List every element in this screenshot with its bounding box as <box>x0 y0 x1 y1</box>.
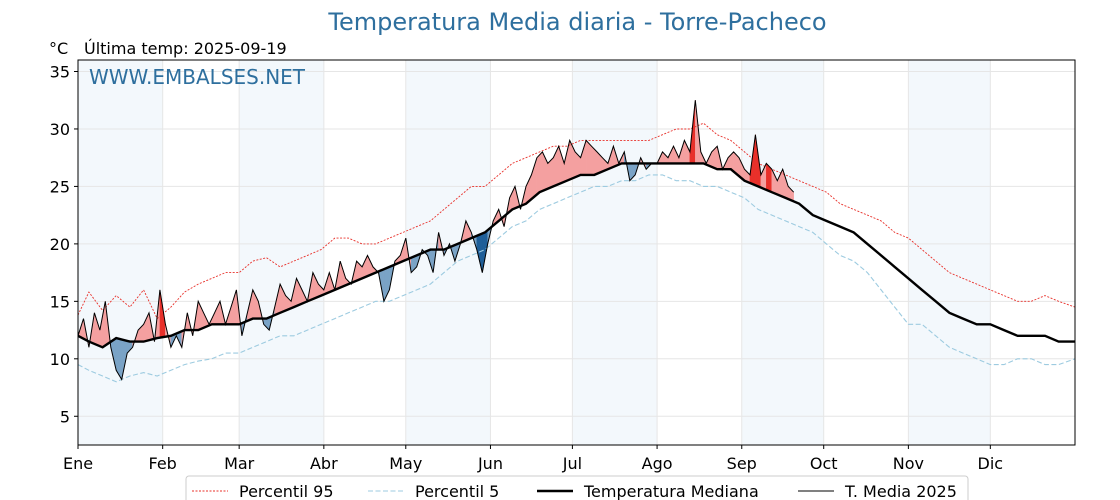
last-temp-label: Última temp: 2025-09-19 <box>84 39 287 58</box>
legend-label: T. Media 2025 <box>844 482 957 500</box>
x-tick-label: Dic <box>978 454 1004 473</box>
x-tick-label: Mar <box>224 454 255 473</box>
y-axis: 5 10 15 20 25 30 35 <box>50 62 78 426</box>
percentil-5-line <box>77 174 1076 383</box>
legend: Percentil 95 Percentil 5 Temperatura Media… <box>185 475 969 500</box>
plot-frame <box>77 59 1076 446</box>
month-bands <box>78 60 991 445</box>
x-tick-label: Jul <box>562 454 582 473</box>
y-tick-label: 30 <box>50 120 70 139</box>
y-tick-label: 35 <box>50 62 70 81</box>
above-median-fill <box>214 301 221 325</box>
legend-box <box>185 475 969 500</box>
above-median-fill <box>361 255 368 279</box>
month-band <box>78 60 163 445</box>
above-median-fill <box>662 151 669 164</box>
above-median-fill <box>531 157 538 200</box>
x-tick-label: Oct <box>810 454 838 473</box>
legend-label: Temperatura Mediana <box>583 482 759 500</box>
month-band <box>572 60 658 445</box>
x-tick-label: Ene <box>63 454 93 473</box>
x-tick-label: Jun <box>477 454 503 473</box>
grid-lines <box>77 60 1075 445</box>
above-median-fill <box>230 289 237 325</box>
above-median-fill <box>558 146 565 185</box>
x-tick-label: Abr <box>310 454 338 473</box>
x-axis: Ene Feb Mar Abr May Jun Jul Ago Sep Oct Nov Dic <box>63 445 1003 473</box>
x-tick-label: May <box>389 454 422 473</box>
y-tick-label: 15 <box>50 292 70 311</box>
legend-label: Percentil 95 <box>239 482 334 500</box>
x-tick-label: Feb <box>149 454 177 473</box>
y-tick-label: 25 <box>50 177 70 196</box>
above-median-fill <box>197 301 204 331</box>
month-band <box>908 60 991 445</box>
x-tick-label: Ago <box>642 454 673 473</box>
y-tick-label: 5 <box>60 407 70 426</box>
series-lines <box>77 100 1076 383</box>
x-tick-label: Sep <box>727 454 757 473</box>
above-median-fill <box>684 140 691 164</box>
month-band <box>405 60 491 445</box>
month-band <box>741 60 824 445</box>
watermark: WWW.EMBALSES.NET <box>89 65 306 89</box>
mediana-line <box>77 162 1075 349</box>
x-tick-label: Nov <box>893 454 924 473</box>
t-media-2025-line <box>77 100 795 381</box>
legend-label: Percentil 5 <box>415 482 499 500</box>
above-median-fill <box>536 151 543 195</box>
y-tick-label: 10 <box>50 350 70 369</box>
y-tick-label: 20 <box>50 235 70 254</box>
unit-label: °C <box>49 39 69 58</box>
month-band <box>239 60 324 445</box>
chart-title: Temperatura Media diaria - Torre-Pacheco <box>328 8 827 36</box>
